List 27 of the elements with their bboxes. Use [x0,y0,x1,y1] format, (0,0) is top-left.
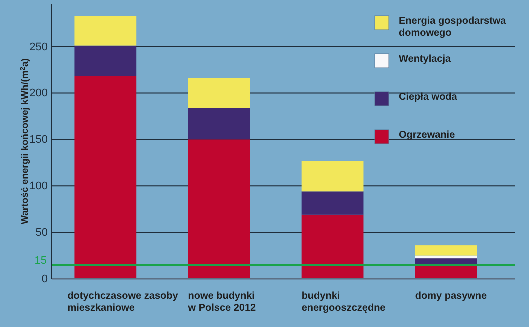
bar [74,46,137,76]
x-tick-label: domy pasywne [415,291,488,302]
legend-label: Ciepła woda [399,92,458,103]
y-tick-label: 50 [36,227,48,240]
bar [188,140,250,279]
legend-label: Energia gospodarstwa domowego [399,16,507,39]
bar [74,76,137,279]
x-tick-label: budynki energooszczędne [302,291,386,314]
bar [74,16,137,46]
y-tick-label: 200 [30,88,48,100]
y-tick-label: 0 [42,274,48,286]
y-tick-label: 150 [30,134,48,146]
x-tick-label: nowe budynki w Polsce 2012 [187,291,257,314]
legend-label: Ogrzewanie [399,130,456,141]
bar [188,108,250,140]
bar [302,214,364,279]
y-tick-label: 100 [30,180,48,193]
bar [188,78,250,108]
ref-line-label: 15 [34,255,47,268]
bar [302,192,364,215]
bar [302,161,364,192]
x-tick-label: dotychczasowe zasoby mieszkaniowe [68,291,179,314]
bar [415,256,478,259]
y-tick-label: 250 [30,41,48,54]
bar [415,246,478,256]
legend-label: Wentylacja [399,54,452,65]
bar [415,265,478,279]
